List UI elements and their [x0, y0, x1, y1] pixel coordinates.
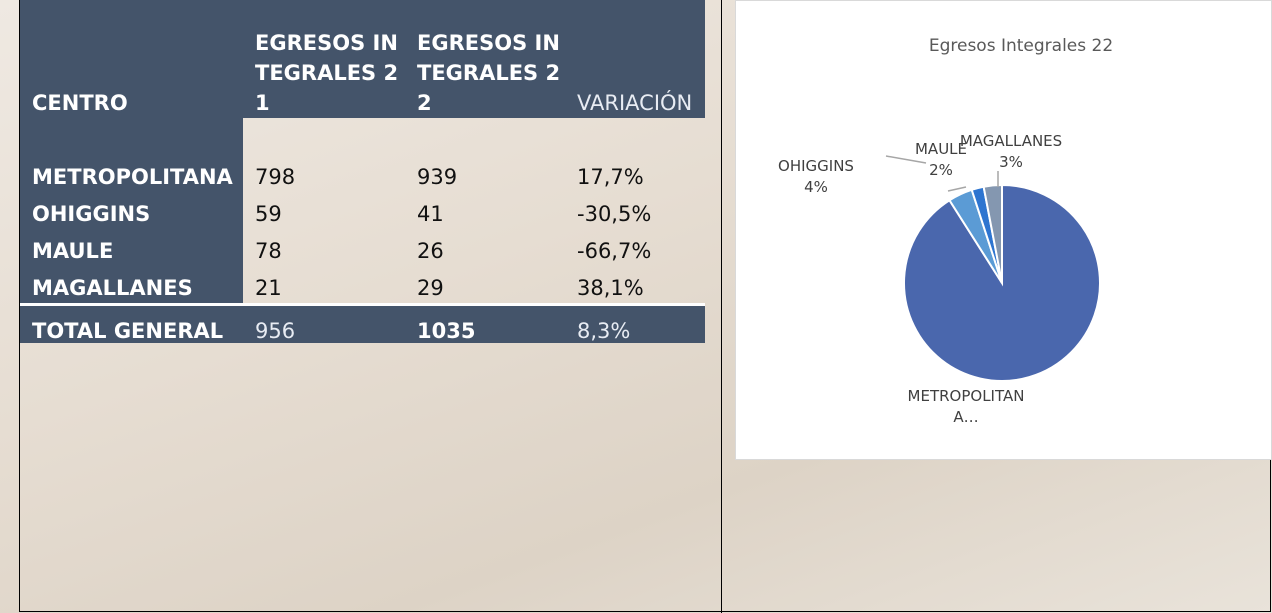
category-label: MAGALLANES	[956, 131, 1066, 152]
total-cell: 1035	[405, 305, 565, 344]
leader-line	[948, 187, 966, 191]
total-cell: 8,3%	[565, 305, 705, 344]
table-cell: 59	[243, 192, 405, 229]
table-cell: 38,1%	[565, 266, 705, 305]
header-cell: CENTRO	[20, 0, 243, 118]
table-cell: 21	[243, 266, 405, 305]
category-label: METROPOLITANA…	[901, 386, 1031, 428]
total-cell: TOTAL GENERAL	[20, 305, 243, 344]
table-cell: 29	[405, 266, 565, 305]
divider	[721, 0, 722, 613]
table-cell: 798	[243, 118, 405, 192]
table-cell: 41	[405, 192, 565, 229]
table-cell: 26	[405, 229, 565, 266]
category-label: OHIGGINS	[771, 156, 861, 177]
table-cell: 17,7%	[565, 118, 705, 192]
header-cell: EGRESOS INTEGRALES 21	[243, 0, 405, 118]
table-cell: -66,7%	[565, 229, 705, 266]
header-cell: VARIACIÓN	[565, 0, 705, 118]
value-label: 4%	[771, 177, 861, 198]
data-label: METROPOLITANA…	[901, 386, 1031, 428]
table-cell: METROPOLITANA	[20, 118, 243, 192]
table-cell: -30,5%	[565, 192, 705, 229]
table-cell: MAGALLANES	[20, 266, 243, 305]
table-cell: MAULE	[20, 229, 243, 266]
chart-panel: Egresos Integrales 22 METROPOLITANA… OHIG…	[735, 0, 1272, 460]
table-cell: OHIGGINS	[20, 192, 243, 229]
total-cell: 956	[243, 305, 405, 344]
table-cell: 78	[243, 229, 405, 266]
value-label: 3%	[956, 152, 1066, 173]
header-cell: EGRESOS INTEGRALES 22	[405, 0, 565, 118]
table-cell: 939	[405, 118, 565, 192]
chart-title: Egresos Integrales 22	[929, 36, 1113, 56]
page: CENTROEGRESOS INTEGRALES 21EGRESOS INTEG…	[0, 0, 1272, 613]
